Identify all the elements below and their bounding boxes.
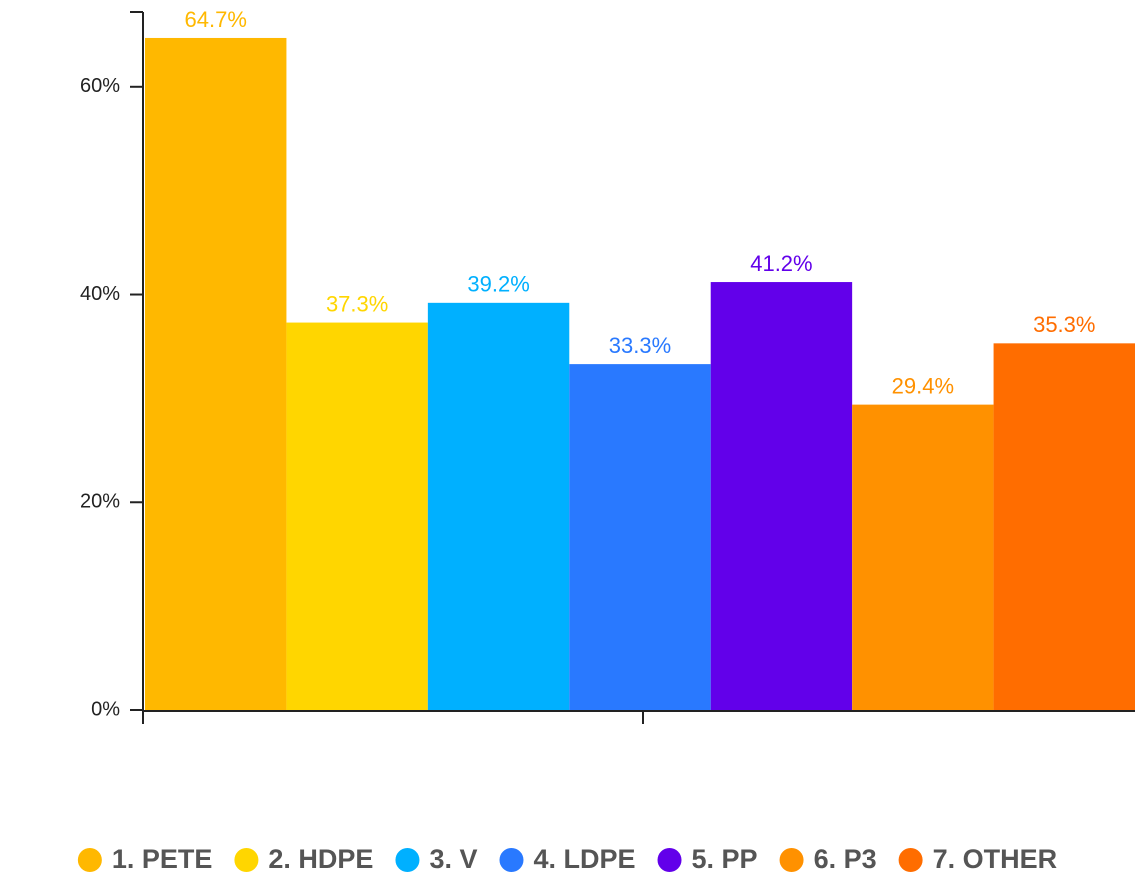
legend-marker <box>779 848 804 872</box>
legend-label: 4. LDPE <box>533 844 635 874</box>
bar <box>569 364 711 710</box>
y-tick-label: 60% <box>80 75 120 97</box>
legend-marker <box>499 848 524 872</box>
legend-marker <box>898 848 923 872</box>
bar <box>852 404 994 710</box>
legend-label: 5. PP <box>692 844 758 874</box>
y-tick-label: 40% <box>80 283 120 305</box>
value-label: 37.3% <box>326 291 388 316</box>
bar <box>427 302 570 710</box>
bar <box>145 37 287 710</box>
legend-marker <box>657 848 682 872</box>
bar <box>286 322 428 710</box>
y-tick-label: 0% <box>91 698 120 720</box>
value-label: 35.3% <box>1033 312 1095 337</box>
value-label: 41.2% <box>750 251 812 276</box>
value-label: 33.3% <box>609 333 671 358</box>
value-label: 29.4% <box>892 373 954 398</box>
y-tick-label: 20% <box>80 491 120 513</box>
legend-label: 1. PETE <box>112 844 213 874</box>
bar <box>710 282 853 710</box>
legend-label: 2. HDPE <box>268 844 373 874</box>
legend-label: 6. P3 <box>814 844 877 874</box>
bar <box>993 343 1135 710</box>
legend-marker <box>395 848 420 872</box>
legend-marker <box>77 848 102 872</box>
value-label: 64.7% <box>185 7 247 32</box>
legend-label: 3. V <box>429 844 477 874</box>
legend-label: 7. OTHER <box>933 844 1058 874</box>
value-label: 39.2% <box>467 272 529 297</box>
legend-marker <box>234 848 259 872</box>
